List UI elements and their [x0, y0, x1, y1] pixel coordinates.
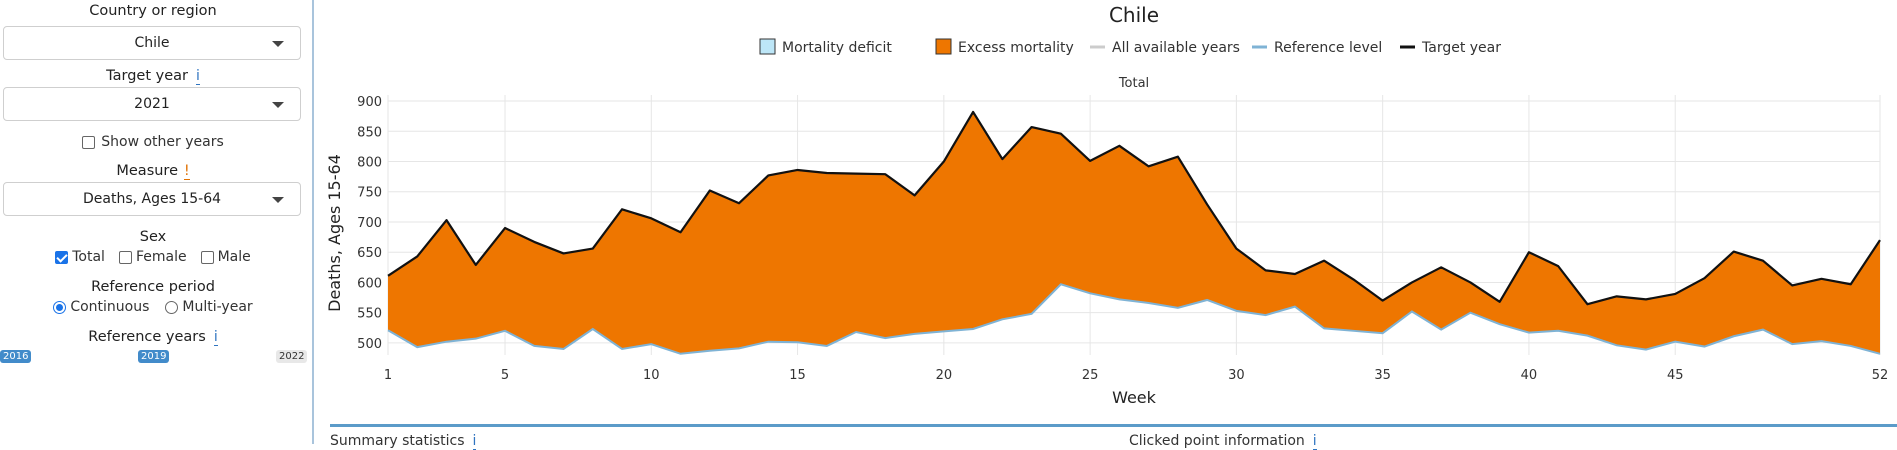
x-tick-label: 1 [384, 368, 392, 383]
reference-level-line [387, 283, 1881, 355]
x-tick-label: 40 [1521, 368, 1538, 383]
chart-title: Chile [1109, 3, 1159, 27]
sex-male-checkbox[interactable] [200, 250, 214, 264]
y-tick-label: 850 [357, 125, 382, 140]
target-year-label: Target year i [106, 68, 200, 85]
chart-legend: Mortality deficit Excess mortality All ava… [759, 38, 1501, 56]
sex-male-label: Male [217, 249, 251, 265]
control-sidebar: Country or region Chile Target year i 202… [0, 0, 314, 444]
legend-label: All available years [1112, 40, 1240, 56]
info-icon[interactable]: i [1312, 433, 1317, 450]
x-tick-label: 15 [789, 368, 806, 383]
y-tick-label: 900 [357, 95, 382, 110]
info-icon[interactable]: i [472, 433, 477, 450]
legend-label: Excess mortality [958, 40, 1074, 56]
measure-select-value: Deaths, Ages 15-64 [82, 191, 222, 207]
y-tick-label: 550 [357, 307, 382, 322]
excess-mortality-area [388, 111, 1880, 354]
reference-years-label: Reference years i [88, 329, 218, 346]
x-tick-label: 45 [1667, 368, 1684, 383]
show-other-years-row: Show other years [0, 134, 306, 150]
info-icon[interactable]: i [213, 329, 218, 346]
slider-max-badge: 2022 [276, 350, 308, 363]
country-select-value: Chile [134, 35, 170, 51]
section-divider [330, 424, 1897, 427]
chart-panel: Chile Mortality deficit Excess mortality A… [314, 0, 1897, 444]
x-tick-label: 25 [1082, 368, 1099, 383]
y-tick-label: 500 [357, 337, 382, 352]
legend-swatch [759, 38, 776, 55]
country-select[interactable]: Chile [3, 26, 301, 60]
x-tick-label: 30 [1228, 368, 1245, 383]
y-tick-label: 600 [357, 276, 382, 291]
chevron-down-icon [272, 197, 284, 203]
reference-period-label: Reference period [91, 279, 215, 295]
y-tick-label: 750 [357, 186, 382, 201]
sex-label: Sex [139, 229, 167, 245]
y-tick-label: 650 [357, 246, 382, 261]
measure-label: Measure! [116, 163, 190, 180]
chevron-down-icon [272, 41, 284, 47]
chevron-down-icon [272, 102, 284, 108]
y-axis-ticks: 500 550 600 650 700 750 800 850 900 [357, 95, 382, 352]
multi-year-radio[interactable] [165, 300, 179, 314]
chart-lines [387, 110, 1881, 355]
show-other-years-label: Show other years [101, 134, 224, 150]
legend-label: Target year [1421, 40, 1501, 56]
x-tick-label: 5 [501, 368, 509, 383]
sex-female-label: Female [135, 249, 187, 265]
x-tick-label: 10 [643, 368, 660, 383]
x-axis-label: Week [1112, 388, 1157, 407]
warning-icon[interactable]: ! [184, 163, 190, 180]
country-label: Country or region [89, 3, 217, 19]
measure-select[interactable]: Deaths, Ages 15-64 [3, 182, 301, 216]
summary-statistics-label: Summary statistics i [330, 433, 477, 450]
legend-label: Reference level [1274, 40, 1382, 56]
sex-total-label: Total [72, 249, 105, 265]
reference-period-options: Continuous Multi-year [0, 299, 306, 315]
continuous-radio[interactable] [53, 300, 67, 314]
legend-label: Mortality deficit [782, 40, 892, 56]
mortality-chart[interactable]: Chile Mortality deficit Excess mortality A… [314, 0, 1897, 420]
chart-areas [388, 111, 1880, 354]
clicked-point-label: Clicked point information i [1129, 433, 1317, 450]
slider-value-badge: 2019 [138, 350, 170, 363]
x-tick-label: 35 [1374, 368, 1391, 383]
continuous-label: Continuous [70, 299, 150, 315]
slider-min-badge: 2016 [0, 350, 32, 363]
legend-swatch [935, 38, 952, 55]
y-axis-label: Deaths, Ages 15-64 [325, 154, 344, 312]
sex-options: Total Female Male [0, 249, 306, 265]
target-year-line [387, 110, 1881, 306]
x-tick-label: 52 [1872, 368, 1889, 383]
y-tick-label: 800 [357, 156, 382, 171]
x-tick-label: 20 [936, 368, 953, 383]
chart-subtitle: Total [1118, 76, 1149, 91]
info-icon[interactable]: i [195, 68, 200, 85]
x-axis-ticks: 1 5 10 15 20 25 30 35 40 45 52 [384, 368, 1888, 383]
sex-total-checkbox[interactable] [55, 250, 69, 264]
sex-female-checkbox[interactable] [118, 250, 132, 264]
y-tick-label: 700 [357, 216, 382, 231]
show-other-years-checkbox[interactable] [82, 135, 96, 149]
multi-year-label: Multi-year [182, 299, 253, 315]
target-year-select-value: 2021 [134, 96, 170, 112]
target-year-select[interactable]: 2021 [3, 87, 301, 121]
